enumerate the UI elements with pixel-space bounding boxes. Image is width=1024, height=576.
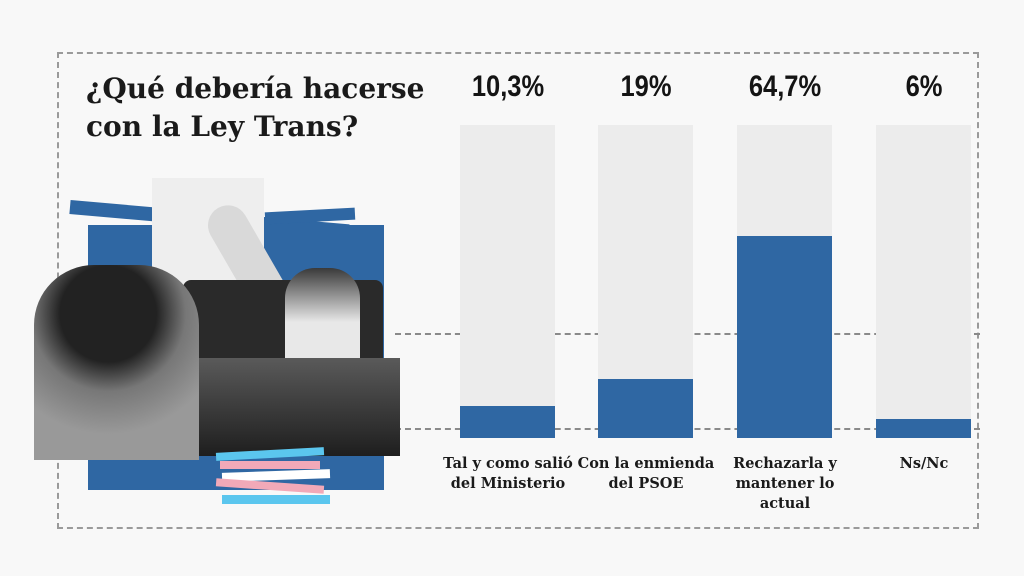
bar-track [737, 125, 832, 438]
category-label: Con la enmienda del PSOE [577, 455, 715, 492]
category-label: Rechazarla y mantener lo actual [733, 455, 837, 512]
bar [876, 419, 971, 438]
bar [598, 378, 693, 438]
value-label: 64,7% [748, 70, 822, 103]
category-label: Ns/Nc [899, 455, 949, 472]
bar-track [876, 125, 971, 438]
bar [737, 235, 832, 438]
bar-track [460, 125, 555, 438]
bar [460, 405, 555, 438]
category-label: Tal y como salió del Ministerio [443, 455, 573, 492]
bar-track [598, 125, 693, 438]
value-label: 10,3% [471, 70, 545, 103]
value-label: 19% [620, 70, 672, 103]
chart-title: ¿Qué debería hacerse con la Ley Trans? [86, 72, 425, 143]
value-label: 6% [905, 70, 943, 103]
